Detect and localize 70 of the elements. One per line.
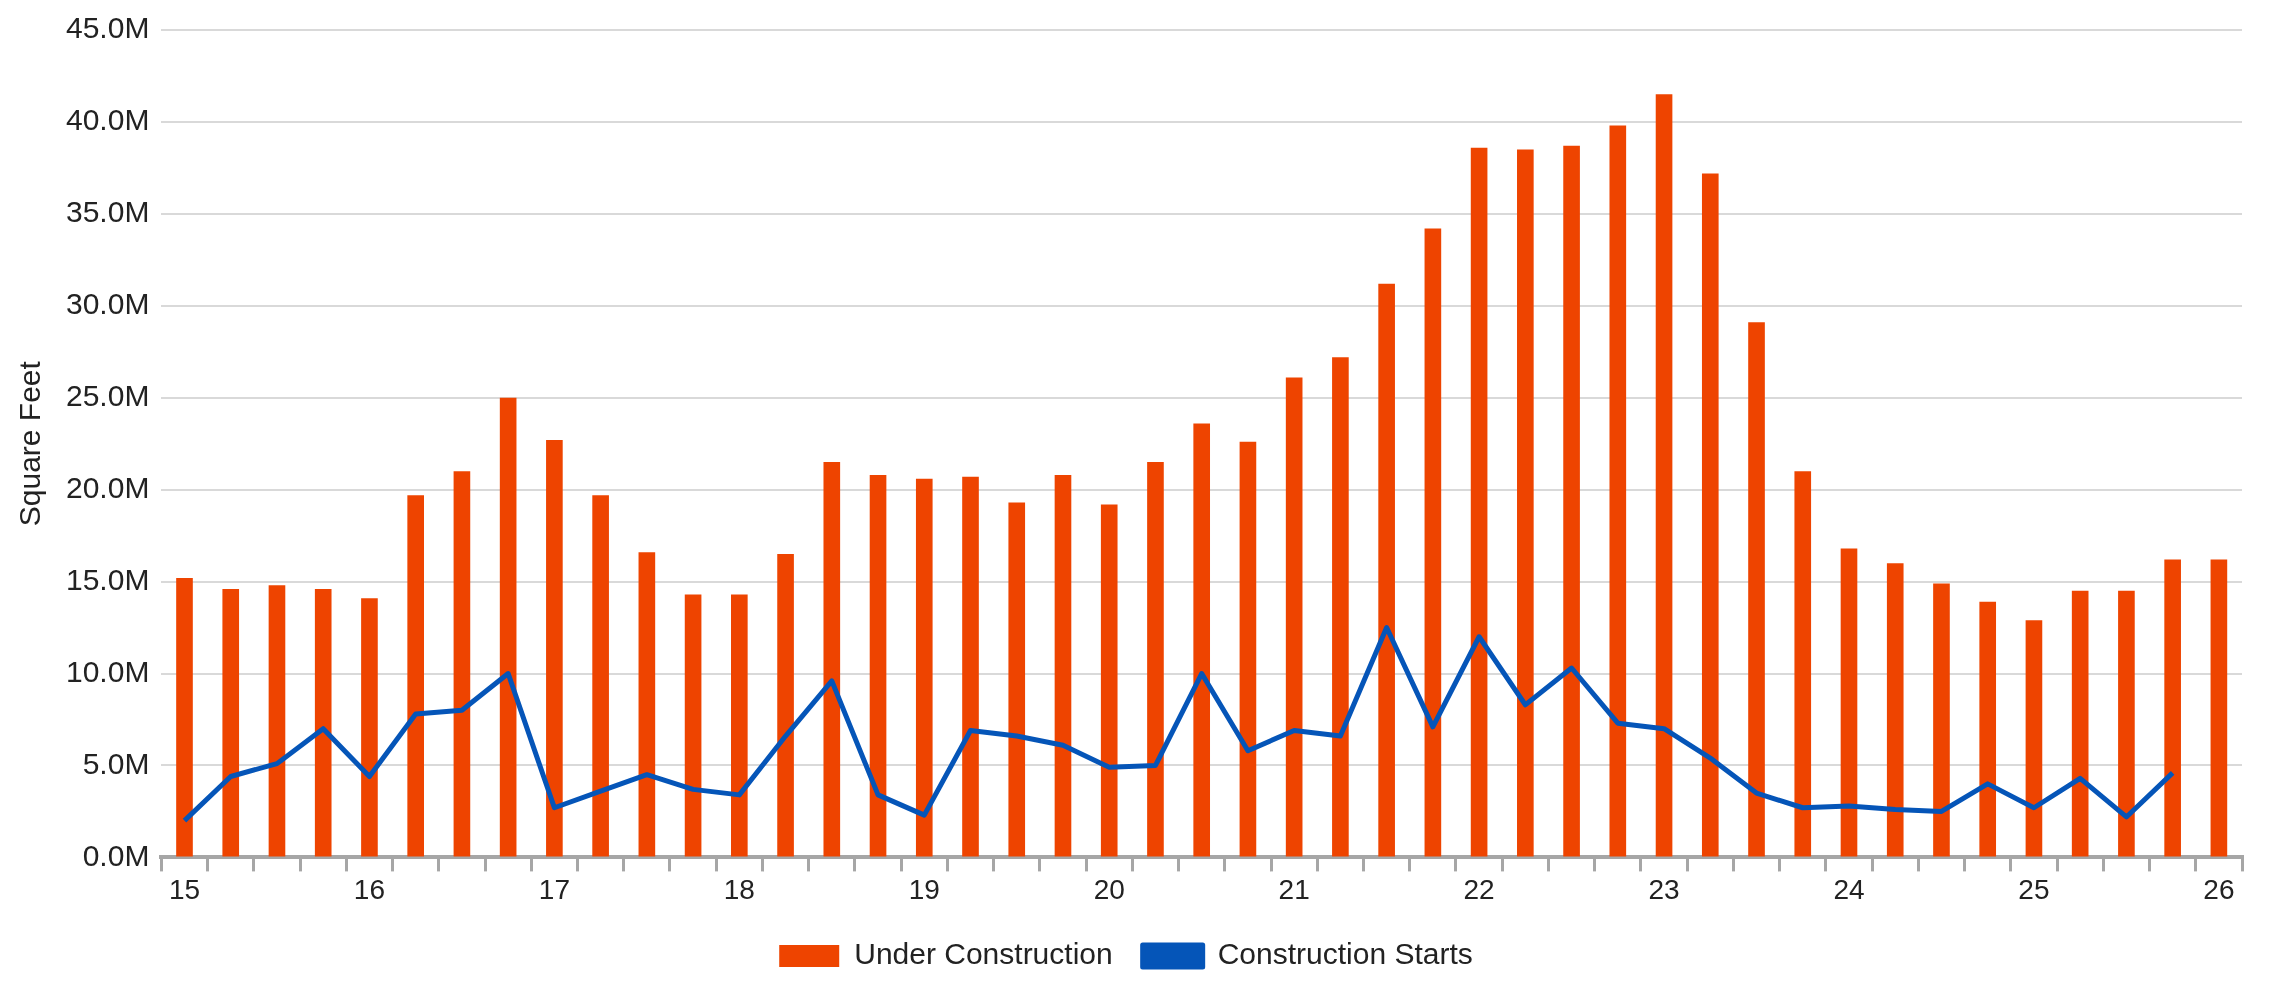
bar: [823, 462, 841, 857]
bar: [1424, 228, 1442, 857]
x-tick-label: 18: [723, 873, 755, 905]
bar: [1517, 149, 1534, 857]
bar: [2071, 590, 2089, 857]
bar: [361, 598, 378, 857]
y-tick-label: 45.0M: [65, 11, 150, 45]
x-tick-label: 25: [2018, 873, 2050, 905]
bar: [1470, 147, 1488, 857]
bar: [1008, 502, 1026, 857]
bar: [222, 588, 240, 857]
bar: [2164, 559, 2181, 857]
bar: [268, 585, 286, 857]
bar: [1378, 283, 1395, 857]
y-tick-label: 5.0M: [82, 746, 150, 780]
y-tick-label: 25.0M: [65, 379, 150, 412]
bar: [1100, 504, 1118, 857]
x-tick-label: 21: [1278, 873, 1310, 905]
y-tick-label: 35.0M: [65, 195, 150, 229]
y-tick-label: 0.0M: [82, 838, 150, 872]
bar: [2025, 620, 2043, 857]
bar: [1239, 441, 1257, 857]
bar: [1748, 322, 1765, 857]
x-tick-label: 16: [353, 873, 386, 905]
x-tick-label: 26: [2203, 873, 2235, 905]
bar: [1886, 563, 1904, 857]
y-tick-label: 10.0M: [65, 654, 150, 688]
bar: [638, 552, 656, 857]
legend-label: Construction Starts: [1217, 937, 1473, 971]
bar: [2210, 559, 2228, 857]
bar: [1147, 462, 1164, 857]
bar: [1563, 145, 1580, 857]
bar: [407, 495, 424, 857]
bar: [777, 554, 794, 857]
bar: [176, 577, 193, 857]
y-tick-label: 30.0M: [65, 287, 150, 321]
bar: [1933, 583, 1950, 857]
bar: [1979, 601, 1997, 857]
y-axis-title: Square Feet: [13, 360, 47, 527]
x-tick-label: 24: [1833, 873, 1865, 905]
legend-label: Under Construction: [854, 937, 1113, 971]
bar: [915, 478, 933, 857]
x-tick-label: 23: [1648, 873, 1680, 905]
bar: [869, 474, 887, 857]
bar: [1840, 548, 1858, 857]
bar: [1794, 471, 1812, 857]
bar: [1332, 357, 1349, 857]
x-tick-label: 20: [1093, 873, 1125, 905]
bar: [592, 495, 609, 857]
y-tick-label: 15.0M: [65, 562, 150, 596]
bar: [1655, 94, 1673, 857]
bar: [546, 440, 563, 857]
bar: [499, 397, 517, 857]
bar: [2118, 590, 2135, 857]
bar: [1609, 125, 1627, 857]
bar: [1193, 423, 1211, 857]
bar: [1701, 173, 1719, 857]
bar: [453, 471, 471, 857]
x-tick-label: 22: [1463, 873, 1495, 905]
bar: [684, 594, 702, 857]
x-tick-label: 15: [168, 873, 201, 905]
bar: [731, 594, 748, 857]
bar: [314, 588, 332, 857]
y-tick-label: 40.0M: [65, 103, 150, 137]
x-tick-label: 19: [908, 873, 940, 905]
bar: [1054, 474, 1072, 857]
bar: [1285, 377, 1303, 857]
bar: [962, 476, 979, 857]
x-tick-label: 17: [538, 873, 570, 905]
y-tick-label: 20.0M: [65, 470, 150, 504]
